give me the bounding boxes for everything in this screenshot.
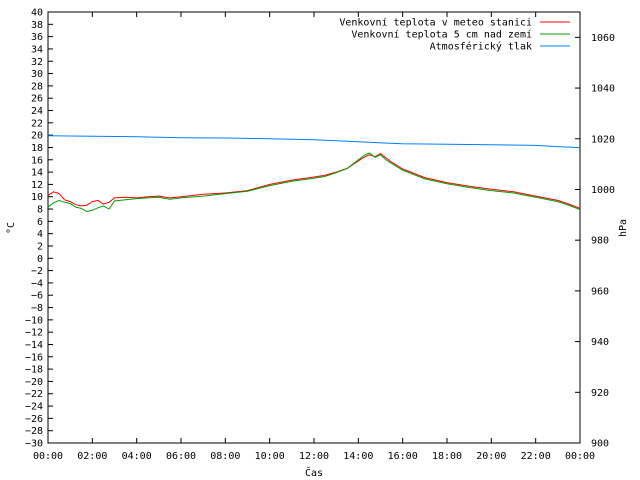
x-tick-label: 16:00 xyxy=(388,451,418,462)
y-left-tick-label: −24 xyxy=(25,402,43,413)
series-layer xyxy=(47,135,581,213)
plot-border xyxy=(47,11,581,444)
y-left-tick-label: 2 xyxy=(37,241,43,252)
y-right-tick-label: 1060 xyxy=(591,33,615,44)
y-left-tick-label: 16 xyxy=(31,155,43,166)
x-tick-label: 18:00 xyxy=(432,451,462,462)
x-tick-label: 10:00 xyxy=(255,451,285,462)
legend: Venkovní teplota v meteo staniciVenkovní… xyxy=(339,17,570,53)
x-tick-label: 00:00 xyxy=(33,451,63,462)
series-line-2 xyxy=(47,135,581,149)
y-left-axis-label: °C xyxy=(6,222,17,234)
y-left-tick-label: −28 xyxy=(25,426,43,437)
y-right-tick-label: 980 xyxy=(591,236,609,247)
x-tick-label: 12:00 xyxy=(299,451,329,462)
y-left-tick-label: −20 xyxy=(25,377,43,388)
y-left-tick-label: 18 xyxy=(31,143,43,154)
y-left-tick-label: −22 xyxy=(25,389,43,400)
y-left-tick-label: 30 xyxy=(31,69,43,80)
y-left-tick-label: 22 xyxy=(31,118,43,129)
y-left-tick-label: 8 xyxy=(37,205,43,216)
y-left-tick-label: −4 xyxy=(31,278,43,289)
x-tick-label: 02:00 xyxy=(77,451,107,462)
y-left-tick-label: −12 xyxy=(25,328,43,339)
x-axis: 00:00 02:00 04:00 06:00 08:00 10:00 12:00 14:00… xyxy=(33,12,595,462)
y-left-tick-label: −6 xyxy=(31,291,43,302)
y-right-axis: 900 920 940 960 980 1000 1020 1040 1060 xyxy=(575,33,615,450)
legend-label-1: Venkovní teplota 5 cm nad zemí xyxy=(351,29,532,41)
x-tick-label: 14:00 xyxy=(343,451,373,462)
y-right-tick-label: 920 xyxy=(591,388,609,399)
y-left-tick-label: −8 xyxy=(31,303,43,314)
y-left-tick-label: 26 xyxy=(31,94,43,105)
x-tick-label: 20:00 xyxy=(476,451,506,462)
y-left-tick-label: 34 xyxy=(31,44,43,55)
y-left-tick-label: 20 xyxy=(31,131,43,142)
y-left-tick-label: 14 xyxy=(31,168,43,179)
x-tick-label: 22:00 xyxy=(521,451,551,462)
x-tick-label: 06:00 xyxy=(166,451,196,462)
y-left-tick-label: 6 xyxy=(37,217,43,228)
y-left-axis: −30−28−26−24−22−20−18−16−14−12−10−8−6−4−… xyxy=(25,8,53,450)
plot-frame xyxy=(47,11,581,444)
y-left-tick-label: −26 xyxy=(25,414,43,425)
y-left-tick-label: 4 xyxy=(37,229,43,240)
y-left-tick-label: −14 xyxy=(25,340,43,351)
y-left-tick-label: −16 xyxy=(25,352,43,363)
x-tick-label: 08:00 xyxy=(210,451,240,462)
y-left-tick-label: −2 xyxy=(31,266,43,277)
series-line-1 xyxy=(47,152,581,213)
y-left-tick-label: 38 xyxy=(31,20,43,31)
series-line-0 xyxy=(47,153,581,209)
y-left-tick-label: 0 xyxy=(37,254,43,265)
y-left-tick-label: −30 xyxy=(25,439,43,450)
y-left-tick-label: 40 xyxy=(31,8,43,19)
y-right-tick-label: 960 xyxy=(591,286,609,297)
y-right-axis-label: hPa xyxy=(618,219,629,237)
legend-label-2: Atmosférický tlak xyxy=(430,41,532,53)
y-right-tick-label: 1040 xyxy=(591,84,615,95)
y-right-tick-label: 900 xyxy=(591,439,609,450)
x-axis-label: Čas xyxy=(305,466,323,479)
y-left-tick-label: −18 xyxy=(25,365,43,376)
x-tick-label: 00:00 xyxy=(565,451,595,462)
y-right-tick-label: 1000 xyxy=(591,185,615,196)
y-left-tick-label: 36 xyxy=(31,32,43,43)
x-tick-label: 04:00 xyxy=(122,451,152,462)
legend-label-0: Venkovní teplota v meteo stanici xyxy=(339,17,532,29)
y-left-tick-label: 32 xyxy=(31,57,43,68)
y-right-tick-label: 940 xyxy=(591,337,609,348)
y-left-tick-label: 28 xyxy=(31,81,43,92)
y-left-tick-label: 12 xyxy=(31,180,43,191)
y-left-tick-label: 10 xyxy=(31,192,43,203)
y-left-tick-label: −10 xyxy=(25,315,43,326)
y-left-tick-label: 24 xyxy=(31,106,43,117)
y-right-tick-label: 1020 xyxy=(591,134,615,145)
